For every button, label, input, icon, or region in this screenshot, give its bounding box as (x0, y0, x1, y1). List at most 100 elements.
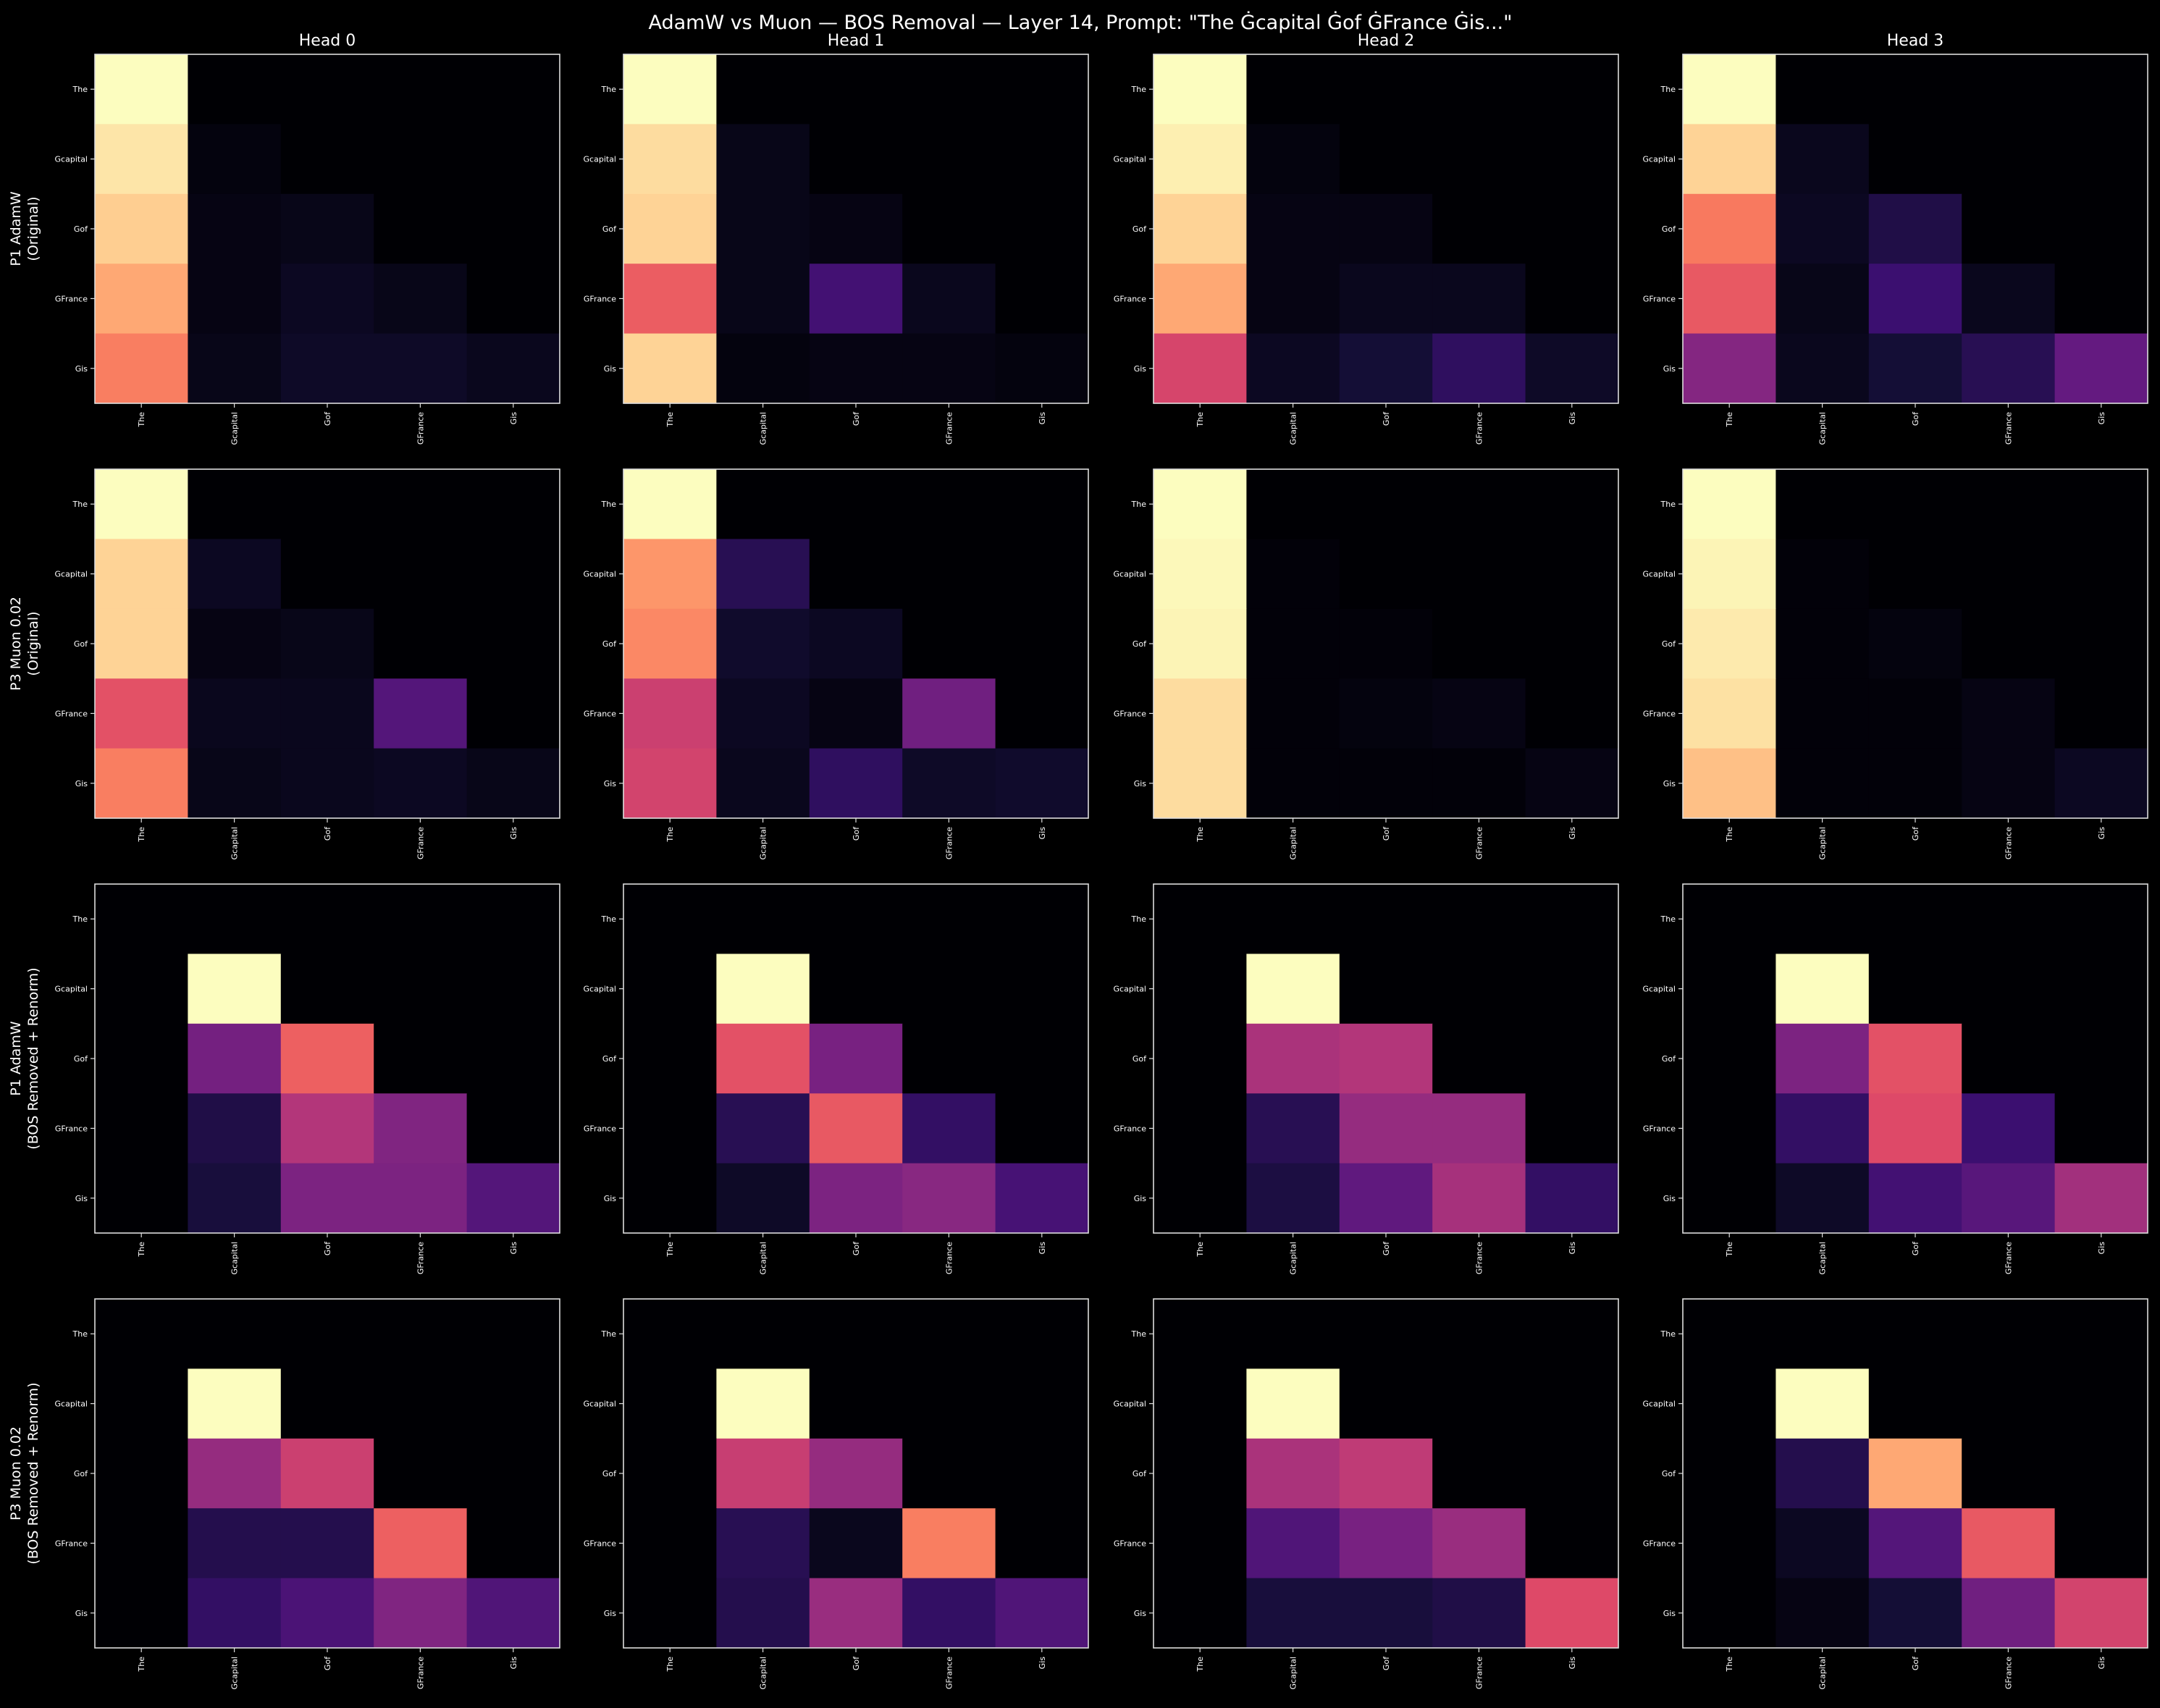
heatmap-cell-0-4 (2054, 469, 2148, 539)
heatmap-cell-0-3 (1962, 54, 2056, 125)
heatmap-cell-0-2 (280, 54, 374, 125)
heatmap-cell-2-3 (374, 1023, 468, 1094)
heatmap-cell-4-3 (1962, 1578, 2056, 1649)
heatmap-cell-3-2 (1339, 1508, 1433, 1579)
heatmap-cell-1-1 (1246, 954, 1340, 1025)
x-tick-label: Gcapital (230, 827, 240, 859)
heatmap-cell-0-4 (466, 1299, 560, 1369)
heatmap-cell-0-3 (902, 884, 996, 954)
heatmap-cell-4-4 (2054, 333, 2148, 404)
heatmap-cell-4-3 (1962, 748, 2056, 819)
heatmap-cell-2-1 (188, 1438, 282, 1509)
y-tick-label: Gis (1663, 364, 1676, 374)
row-label-line-1: (Original) (25, 611, 41, 676)
heatmap-cell-3-2 (1339, 264, 1433, 335)
heatmap-cell-2-4 (1525, 1023, 1619, 1094)
heatmap-cell-4-0 (1153, 333, 1247, 404)
y-tick-label: Gcapital (55, 155, 88, 164)
heatmap-cell-1-2 (809, 539, 903, 610)
x-tick-label: The (1195, 1242, 1205, 1258)
heatmap-panel-r3-h3: The Gcapital Gof GFrance Gis The Gcapital Gof GF… (1643, 1298, 2148, 1689)
heatmap-cell-2-4 (466, 608, 560, 679)
x-tick-label: Gcapital (1289, 827, 1298, 859)
heatmap-cell-4-1 (716, 333, 810, 404)
heatmap-cell-3-0 (623, 1508, 717, 1579)
y-tick-label: Gcapital (1643, 570, 1676, 579)
x-tick-label: GFrance (944, 412, 954, 445)
heatmap-cell-1-0 (95, 1368, 188, 1439)
x-tick-label: Gof (323, 826, 332, 841)
row-label-0: P1 AdamW (Original) (8, 191, 41, 266)
heatmap-cell-2-1 (188, 193, 282, 264)
heatmap-cell-4-3 (1432, 333, 1526, 404)
x-tick-label: GFrance (1474, 1657, 1484, 1689)
heatmap-cell-1-2 (1868, 539, 1962, 610)
heatmap-cell-4-0 (1153, 748, 1247, 819)
heatmap-cell-4-4 (466, 1578, 560, 1649)
heatmap-cell-3-0 (623, 678, 717, 749)
heatmap-cell-2-1 (188, 608, 282, 679)
heatmap-panel-r0-h1: The Gcapital Gof GFrance Gis The Gcapital Gof GF… (584, 54, 1089, 445)
y-tick-label: Gof (1662, 1469, 1676, 1478)
x-tick-label: Gcapital (1818, 1242, 1828, 1274)
x-tick-label: The (665, 412, 675, 428)
heatmap-cell-2-0 (95, 608, 188, 679)
x-tick-label: Gis (2097, 827, 2106, 840)
heatmap-cell-3-4 (1525, 678, 1619, 749)
heatmap-cell-0-4 (1525, 54, 1619, 125)
y-tick-label: Gof (1132, 1469, 1147, 1478)
y-tick-label: Gcapital (1643, 1400, 1676, 1409)
heatmap-cell-2-4 (466, 193, 560, 264)
panel-grid: Head 0 Head 1 Head 2 Head 3P1 AdamW (Origina… (8, 32, 2148, 1689)
heatmap-cell-3-1 (188, 264, 282, 335)
y-tick-label: The (72, 85, 88, 94)
heatmap-cell-3-4 (2054, 1508, 2148, 1579)
heatmap-cell-4-0 (623, 333, 717, 404)
heatmap-cell-3-1 (1776, 1093, 1870, 1164)
heatmap-panel-r0-h0: The Gcapital Gof GFrance Gis The Gcapital Gof GF… (55, 54, 560, 445)
x-tick-label: Gof (323, 1656, 332, 1670)
heatmap-cell-0-1 (188, 1299, 282, 1369)
heatmap-cell-2-3 (1962, 608, 2056, 679)
heatmap-cell-1-0 (1153, 539, 1247, 610)
heatmap-cell-0-1 (1246, 54, 1340, 125)
heatmap-cell-2-1 (716, 1023, 810, 1094)
heatmap-cell-4-0 (623, 748, 717, 819)
heatmap-cell-3-2 (1339, 678, 1433, 749)
heatmap-cell-3-1 (716, 678, 810, 749)
heatmap-cell-2-3 (1432, 1438, 1526, 1509)
heatmap-cell-2-2 (1868, 1023, 1962, 1094)
y-tick-label: Gcapital (1643, 985, 1676, 994)
heatmap-cell-0-3 (1962, 884, 2056, 954)
heatmap-cell-1-3 (1432, 954, 1526, 1025)
heatmap-panel-r0-h2: The Gcapital Gof GFrance Gis The Gcapital Gof GF… (1114, 54, 1619, 445)
heatmap-cell-0-2 (1339, 884, 1433, 954)
heatmap-cell-4-4 (995, 1578, 1089, 1649)
heatmap-cell-3-2 (280, 678, 374, 749)
heatmap-cell-1-1 (188, 954, 282, 1025)
y-tick-label: Gcapital (584, 155, 616, 164)
heatmap-cell-3-3 (902, 264, 996, 335)
row-label-1: P3 Muon 0.02 (Original) (8, 597, 41, 691)
heatmap-cell-0-1 (1776, 54, 1870, 125)
heatmap-cell-1-4 (1525, 954, 1619, 1025)
heatmap-cell-0-0 (623, 54, 717, 125)
x-tick-label: Gof (1911, 411, 1920, 426)
heatmap-cell-2-2 (1339, 193, 1433, 264)
heatmap-cell-0-4 (466, 469, 560, 539)
heatmap-cell-2-0 (1153, 193, 1247, 264)
heatmap-cell-4-3 (1962, 333, 2056, 404)
y-tick-label: Gis (604, 1609, 617, 1618)
heatmap-cell-1-4 (2054, 954, 2148, 1025)
heatmap-cell-0-0 (95, 469, 188, 539)
heatmap-panel-r2-h3: The Gcapital Gof GFrance Gis The Gcapital Gof GF… (1643, 883, 2148, 1274)
row-label-line-1: (BOS Removed + Renorm) (25, 1382, 41, 1564)
x-tick-label: Gof (1911, 1656, 1920, 1670)
heatmap-cell-3-0 (1683, 1093, 1776, 1164)
heatmap-cell-4-2 (280, 748, 374, 819)
x-tick-label: Gis (1038, 827, 1047, 840)
heatmap-cell-4-2 (280, 1163, 374, 1234)
heatmap-cell-4-3 (902, 1163, 996, 1234)
y-tick-label: Gcapital (1114, 985, 1146, 994)
